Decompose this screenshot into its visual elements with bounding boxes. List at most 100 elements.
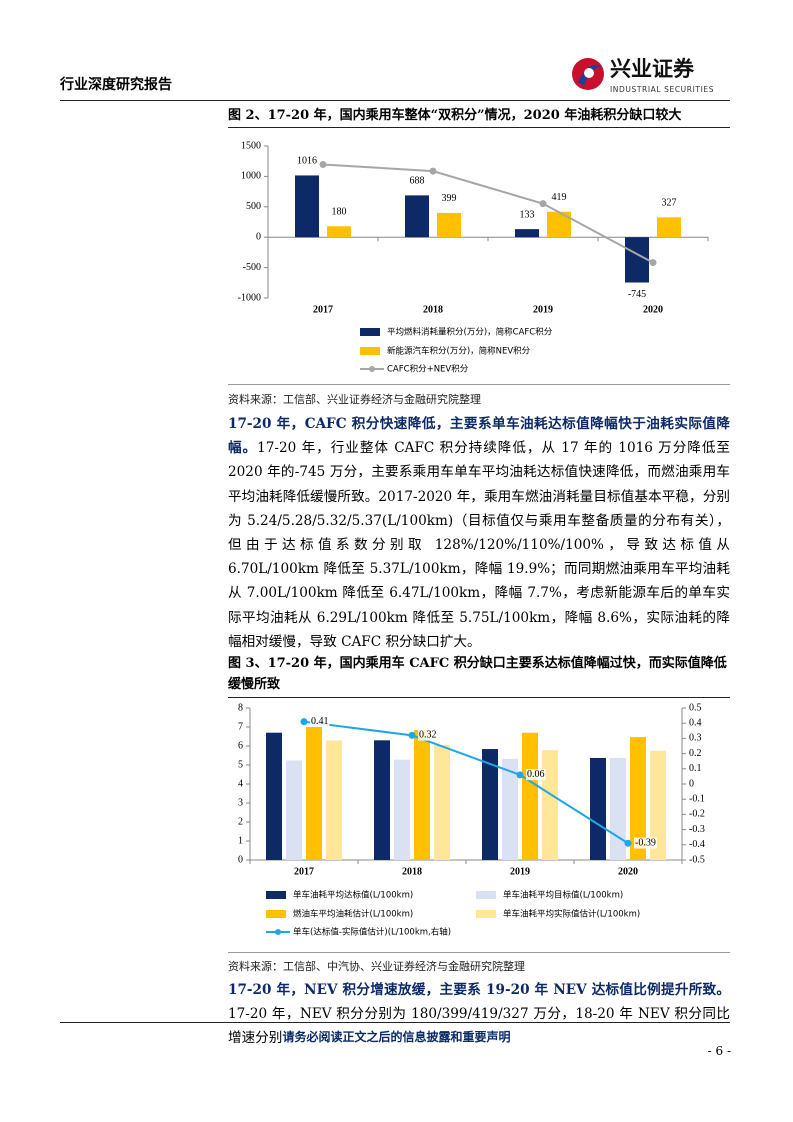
bar <box>625 237 649 283</box>
x-tick-label: 2019 <box>533 304 553 315</box>
paragraph-body: 17-20 年，NEV 积分分别为 180/399/419/327 万分，18-… <box>228 1006 730 1047</box>
label-bg <box>310 715 330 727</box>
y2-tick-label: 0.4 <box>689 717 702 728</box>
y-tick-label: -500 <box>243 262 261 273</box>
y-tick-label: 1 <box>238 835 243 846</box>
legend-label: 平均燃料消耗量积分(万分)，简称CAFC积分 <box>387 327 553 338</box>
line-point <box>408 731 416 739</box>
figure-caption: 图 3、17-20 年，国内乘用车 CAFC 积分缺口主要系达标值降幅过快，而实… <box>228 656 727 692</box>
x-tick-label: 2017 <box>294 866 314 877</box>
caption-rule <box>228 127 730 128</box>
bar <box>437 212 461 238</box>
y-tick-label: 1500 <box>241 140 261 151</box>
data-label: -0.39 <box>635 838 656 849</box>
line <box>322 163 654 264</box>
bar <box>394 759 410 860</box>
legend-label: 单车(达标值-实际值估计)(L/100km,右轴) <box>293 927 451 938</box>
line-point <box>319 160 327 168</box>
legend-point <box>369 366 375 372</box>
label-bg <box>418 729 438 741</box>
y2-tick-label: 0.2 <box>689 748 702 759</box>
caption-rule <box>228 697 730 698</box>
source-rule <box>228 952 730 953</box>
page-number: - 6 - <box>707 1044 731 1058</box>
line-point <box>429 167 437 175</box>
legend-swatch <box>360 347 380 355</box>
bar <box>306 727 322 860</box>
paragraph: 17-20 年，NEV 积分增速放缓，主要系 19-20 年 NEV 达标值比例… <box>228 978 730 1051</box>
disclaimer: 请务必阅读正文之后的信息披露和重要声明 <box>282 1030 511 1044</box>
figure-source: 资料来源：工信部、中汽协、兴业证券经济与金融研究院整理 <box>228 960 525 973</box>
bar <box>650 750 666 860</box>
x-tick-label: 2018 <box>402 866 422 877</box>
line-point <box>624 839 632 847</box>
y-tick-label: 0 <box>238 854 243 865</box>
chart: -1000 -500 0 500 1000 1500 2017 2018 2019 2020 101… <box>238 140 709 375</box>
bar <box>590 757 606 860</box>
x-tick-label: 2018 <box>423 304 443 315</box>
bar <box>326 740 342 860</box>
line-point <box>516 771 524 779</box>
y2-tick-label: -0.5 <box>689 854 705 865</box>
data-label: 0.41 <box>311 716 329 727</box>
data-label: -745 <box>628 289 646 300</box>
label-bg <box>634 837 657 849</box>
logo-english: INDUSTRIAL SECURITIES <box>610 85 714 94</box>
bar <box>515 229 539 238</box>
footer-rule <box>60 1022 730 1023</box>
legend-label: 单车油耗平均目标值(L/100km) <box>503 890 623 901</box>
paragraph: 17-20 年，CAFC 积分快速降低，主要系单车油耗达标值降幅快于油耗实际值降… <box>228 412 730 654</box>
legend-swatch <box>266 910 286 918</box>
y-tick-label: 2 <box>238 816 243 827</box>
bar <box>547 211 571 238</box>
y-tick-label: -1000 <box>238 292 261 303</box>
bar <box>630 737 646 860</box>
y-tick-label: 1000 <box>241 171 261 182</box>
data-label: 0.06 <box>527 769 545 780</box>
figure-caption: 图 2、17-20 年，国内乘用车整体“双积分”情况，2020 年油耗积分缺口较… <box>228 108 682 123</box>
bar <box>434 745 450 860</box>
legend-label: CAFC积分+NEV积分 <box>387 364 469 375</box>
legend-swatch <box>476 910 496 918</box>
legend-swatch <box>266 891 286 899</box>
data-label: 0.32 <box>419 730 437 741</box>
data-label: 327 <box>662 198 677 209</box>
legend-label: 单车油耗平均实际值估计(L/100km) <box>503 909 640 920</box>
y-tick-label: 7 <box>238 721 243 732</box>
logo-name: 兴业证券 <box>610 57 695 81</box>
y2-tick-label: -0.3 <box>689 824 705 835</box>
bar <box>657 217 681 238</box>
data-label: 1016 <box>297 156 317 167</box>
header-rule <box>60 100 730 101</box>
y-tick-label: 4 <box>238 778 243 789</box>
data-label: 180 <box>332 207 347 218</box>
bar <box>414 730 430 860</box>
legend-label: 燃油车平均油耗估计(L/100km) <box>293 909 413 920</box>
legend-swatch <box>360 328 380 336</box>
data-label: 688 <box>410 176 425 187</box>
legend-label: 新能源汽车积分(万分)，简称NEV积分 <box>387 346 531 357</box>
paragraph-body: 17-20 年，行业整体 CAFC 积分持续降低，从 17 年的 1016 万分… <box>228 440 730 650</box>
data-label: 133 <box>520 209 535 220</box>
y2-tick-label: -0.2 <box>689 809 705 820</box>
logo-swoosh <box>578 64 602 86</box>
y2-tick-label: -0.4 <box>689 839 705 850</box>
paragraph-lead: 17-20 年，CAFC 积分快速降低，主要系单车油耗达标值降幅快于油耗实际值降… <box>228 416 730 457</box>
line-point <box>300 718 308 726</box>
x-tick-label: 2017 <box>313 304 333 315</box>
source-rule <box>228 384 730 385</box>
bar <box>286 760 302 860</box>
y-tick-label: 8 <box>238 702 243 713</box>
legend-point <box>275 929 281 935</box>
data-label: 399 <box>442 193 457 204</box>
paragraph-lead: 17-20 年，NEV 积分增速放缓，主要系 19-20 年 NEV 达标值比例… <box>228 982 730 998</box>
legend-swatch <box>476 891 496 899</box>
bar <box>502 758 518 860</box>
data-label: 419 <box>552 192 567 203</box>
label-bg <box>526 769 546 781</box>
bar <box>610 757 626 860</box>
y2-tick-label: -0.1 <box>689 793 705 804</box>
figure-source: 资料来源：工信部、兴业证券经济与金融研究院整理 <box>228 393 481 406</box>
y-tick-label: 5 <box>238 759 243 770</box>
